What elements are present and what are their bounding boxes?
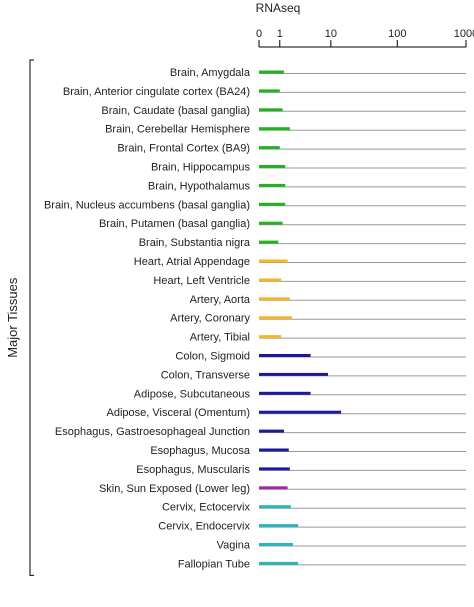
category-label: Esophagus, Muscularis <box>136 464 250 476</box>
bar-row: Brain, Putamen (basal ganglia) <box>99 218 466 230</box>
category-label: Brain, Frontal Cortex (BA9) <box>117 143 250 155</box>
bar-row: Adipose, Visceral (Omentum) <box>107 407 466 419</box>
category-label: Brain, Substantia nigra <box>139 237 251 249</box>
bar <box>259 146 280 150</box>
bar-row: Heart, Atrial Appendage <box>134 256 466 268</box>
bar-row: Cervix, Endocervix <box>158 521 466 533</box>
category-label: Artery, Tibial <box>190 332 250 344</box>
bar <box>259 448 289 452</box>
bar-row: Brain, Anterior cingulate cortex (BA24) <box>63 86 466 98</box>
bar-row: Brain, Substantia nigra <box>139 237 466 249</box>
category-label: Brain, Putamen (basal ganglia) <box>99 218 250 230</box>
bar-row: Skin, Sun Exposed (Lower leg) <box>99 483 466 495</box>
category-label: Cervix, Endocervix <box>158 521 250 533</box>
bar-row: Heart, Left Ventricle <box>153 275 466 287</box>
bar <box>259 89 280 93</box>
bar <box>259 561 299 565</box>
bar-rows: Brain, Amygdala Brain, Anterior cingulate… <box>44 67 466 570</box>
x-axis: 0 1 10 100 1000 <box>256 28 474 48</box>
bar <box>259 183 286 187</box>
category-label: Artery, Aorta <box>190 294 251 306</box>
category-label: Brain, Cerebellar Hemisphere <box>105 124 250 136</box>
category-label: Brain, Caudate (basal ganglia) <box>101 105 250 117</box>
x-tick-label: 100 <box>388 28 406 40</box>
category-label: Esophagus, Gastroesophageal Junction <box>55 426 250 438</box>
bar <box>259 543 293 546</box>
category-label: Artery, Coronary <box>170 313 250 325</box>
category-label: Heart, Left Ventricle <box>153 275 250 287</box>
x-tick-label: 10 <box>325 28 337 40</box>
bar <box>259 486 288 490</box>
bar <box>259 259 288 263</box>
bar-row: Esophagus, Gastroesophageal Junction <box>55 426 466 438</box>
bar-row: Esophagus, Muscularis <box>136 464 466 476</box>
x-tick-label: 1000 <box>454 28 474 40</box>
bar-row: Brain, Nucleus accumbens (basal ganglia) <box>44 199 466 211</box>
category-label: Cervix, Ectocervix <box>162 502 251 514</box>
category-label: Heart, Atrial Appendage <box>134 256 250 268</box>
category-label: Colon, Transverse <box>161 369 250 381</box>
bar-row: Brain, Frontal Cortex (BA9) <box>117 143 466 155</box>
bar-row: Brain, Amygdala <box>170 67 466 79</box>
category-label: Brain, Nucleus accumbens (basal ganglia) <box>44 199 250 211</box>
bar-row: Fallopian Tube <box>178 558 466 570</box>
bar-row: Brain, Caudate (basal ganglia) <box>101 105 466 117</box>
bar-row: Esophagus, Mucosa <box>150 445 466 457</box>
bar <box>259 70 284 74</box>
group-bracket: Major Tissues <box>5 59 34 576</box>
bar <box>259 316 292 320</box>
category-label: Adipose, Visceral (Omentum) <box>107 407 250 419</box>
bar <box>259 391 311 395</box>
x-tick-label: 0 <box>256 28 262 40</box>
bar <box>259 240 279 244</box>
group-bracket-line <box>29 59 34 576</box>
category-label: Brain, Hypothalamus <box>148 180 251 192</box>
bar <box>259 297 290 301</box>
category-label: Adipose, Subcutaneous <box>134 388 251 400</box>
bar <box>259 354 311 357</box>
bar-row: Artery, Aorta <box>190 294 466 306</box>
bar <box>259 165 286 168</box>
bar-row: Colon, Sigmoid <box>175 351 466 363</box>
category-label: Brain, Anterior cingulate cortex (BA24) <box>63 86 250 98</box>
bar-row: Cervix, Ectocervix <box>162 502 466 514</box>
bar <box>259 221 283 225</box>
bar <box>259 410 342 414</box>
x-axis-title: RNAseq <box>256 1 301 15</box>
category-label: Esophagus, Mucosa <box>150 445 251 457</box>
bar <box>259 372 328 376</box>
bar <box>259 127 290 131</box>
category-label: Brain, Hippocampus <box>151 162 251 174</box>
bar <box>259 202 286 206</box>
bar-row: Colon, Transverse <box>161 369 466 381</box>
bar <box>259 335 282 339</box>
bar <box>259 429 284 433</box>
category-label: Vagina <box>217 540 251 552</box>
bar-row: Brain, Hippocampus <box>151 162 466 174</box>
bar-row: Adipose, Subcutaneous <box>134 388 466 400</box>
bar-row: Vagina <box>217 540 466 552</box>
category-label: Colon, Sigmoid <box>175 351 250 363</box>
bar <box>259 108 283 112</box>
bar-row: Artery, Coronary <box>170 313 466 325</box>
category-label: Skin, Sun Exposed (Lower leg) <box>99 483 250 495</box>
bar <box>259 467 290 471</box>
group-label: Major Tissues <box>5 277 20 358</box>
category-label: Fallopian Tube <box>178 558 250 570</box>
bar-row: Brain, Hypothalamus <box>148 180 466 192</box>
bar <box>259 278 282 282</box>
x-tick-label: 1 <box>277 28 283 40</box>
bar-row: Brain, Cerebellar Hemisphere <box>105 124 466 136</box>
bar <box>259 524 299 528</box>
bar-row: Artery, Tibial <box>190 332 466 344</box>
category-label: Brain, Amygdala <box>170 67 251 79</box>
bar <box>259 505 291 509</box>
